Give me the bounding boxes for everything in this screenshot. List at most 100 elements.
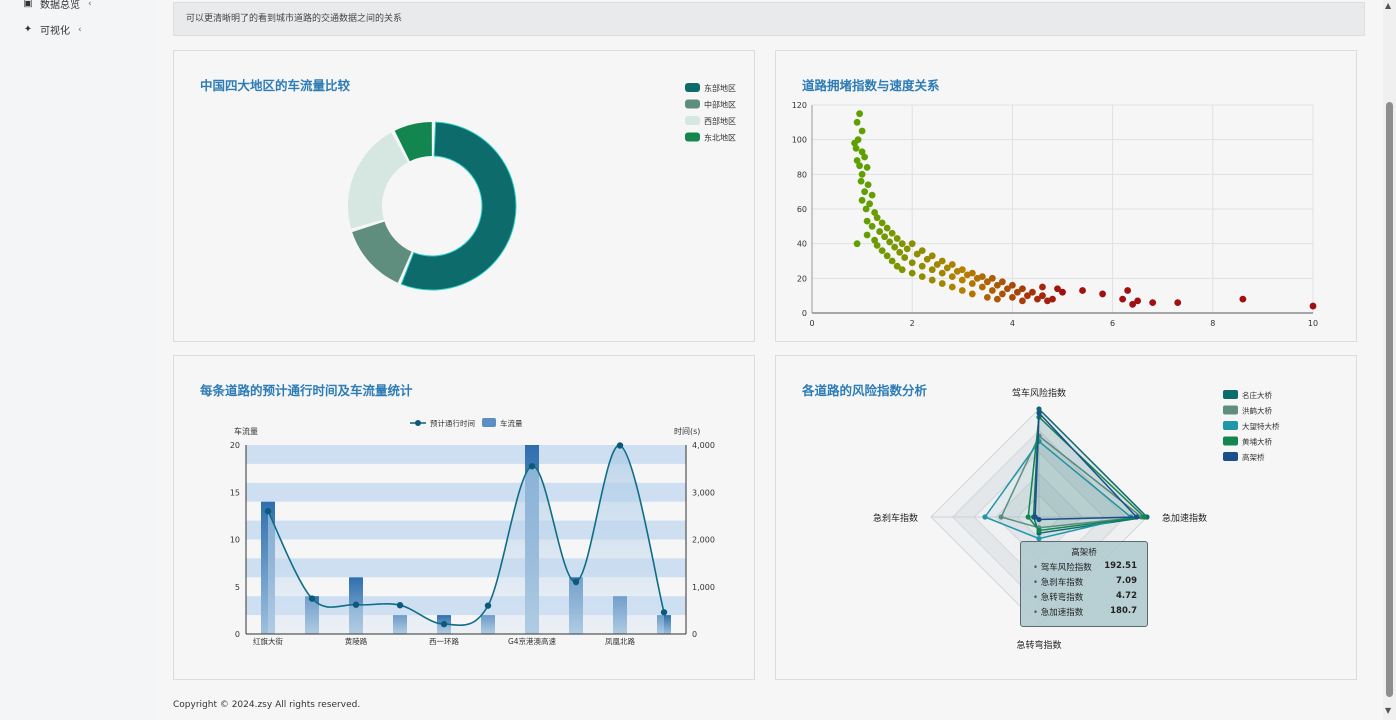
line-point: [572, 578, 580, 586]
x-tick-label: 红旗大街: [253, 636, 283, 646]
scatter-point: [1309, 302, 1317, 310]
document-icon: ▣: [23, 0, 33, 9]
panel-title: 中国四大地区的车流量比较: [200, 78, 351, 93]
scatter-point: [893, 235, 901, 242]
scatter-point: [883, 252, 891, 260]
scatter-point: [871, 236, 879, 244]
y-tick-label: 20: [797, 274, 807, 283]
grid-band: [246, 520, 686, 540]
scatter-point: [1019, 297, 1026, 305]
scatter-point: [1029, 288, 1036, 296]
tooltip-value: 4.72: [1116, 591, 1137, 601]
line-point: [396, 601, 404, 609]
scatter-point: [861, 153, 869, 161]
legend-swatch: [685, 132, 700, 142]
scatter-point: [908, 269, 916, 277]
scatter-point: [881, 233, 889, 241]
radar-point: [1141, 514, 1147, 520]
y-tick-label: 0: [802, 309, 807, 318]
bar-line-chart-panel: 每条道路的预计通行时间及车流量统计 车流量 时间(s) 0 5 10 15 20 0 1,000…: [173, 355, 755, 680]
y-tick-label: 10: [230, 536, 240, 545]
scroll-down-icon[interactable]: ▼: [1385, 706, 1392, 715]
sidebar-item-data-overview[interactable]: ▣ 数据总览 ‹: [22, 0, 92, 11]
grid-band: [246, 445, 686, 464]
scatter-point: [886, 238, 894, 246]
scatter-point: [958, 276, 966, 284]
scatter-point: [1079, 287, 1086, 294]
radar-point: [982, 514, 988, 520]
scatter-point: [908, 240, 916, 248]
sidebar-item-visualization[interactable]: ✦ 可视化 ‹: [22, 22, 82, 37]
radar-chart-panel: 各道路的风险指数分析 驾车风险指数 急加速指数 急转弯指数 急刹车指数 名庄大桥 洪鹤大桥…: [775, 355, 1357, 680]
scatter-point: [1039, 283, 1046, 291]
scatter-point: [868, 191, 876, 199]
main-content: 可以更清晰明了的看到城市道路的交通数据之间的关系 中国四大地区的车流量比较 东部…: [155, 0, 1383, 720]
scatter-point: [898, 266, 906, 274]
legend-swatch: [1223, 452, 1238, 461]
x-tick-label: 10: [1308, 319, 1318, 328]
legend-label: 东北地区: [704, 133, 736, 143]
scatter-point: [856, 110, 863, 118]
scatter-point: [918, 247, 926, 255]
scatter-point: [1014, 288, 1021, 296]
scatter-point: [918, 273, 926, 280]
scatter-point: [853, 240, 861, 248]
scatter-point: [993, 295, 1001, 303]
y-tick-label: 60: [797, 205, 807, 214]
legend-swatch: [685, 99, 700, 109]
legend-line-marker: [415, 420, 421, 426]
scrollbar[interactable]: ▲ ▼: [1383, 0, 1396, 720]
legend-label: 名庄大桥: [1242, 390, 1272, 400]
scatter-point: [1009, 294, 1016, 301]
scatter-point: [948, 283, 956, 291]
scatter-point: [968, 280, 976, 287]
scatter-point: [1044, 297, 1051, 305]
scatter-chart-panel: 道路拥堵指数与速度关系 0 20 40 60 80 100 120 0 2 4 6 8 10: [775, 50, 1357, 342]
sidebar: ▣ 数据总览 ‹ ✦ 可视化 ‹: [0, 0, 155, 720]
scatter-point: [938, 269, 946, 277]
scatter-point: [998, 290, 1006, 298]
y2-tick-label: 4,000: [692, 441, 715, 450]
scatter-point: [1149, 299, 1157, 306]
donut-slice: [394, 122, 432, 162]
scroll-thumb[interactable]: [1386, 102, 1393, 697]
line-point: [440, 620, 448, 628]
info-bar: 可以更清晰明了的看到城市道路的交通数据之间的关系: [173, 2, 1365, 36]
y-tick-label: 100: [792, 136, 807, 145]
line-point: [660, 609, 668, 616]
donut-chart-panel: 中国四大地区的车流量比较 东部地区 中部地区 西部地区 东北地区: [173, 50, 755, 342]
line-point: [308, 595, 316, 602]
x-tick-label: 凤凰北路: [605, 636, 635, 646]
copyright-text: Copyright © 2024.zsy All rights reserved…: [173, 700, 361, 710]
scatter-point: [868, 222, 876, 230]
radar-point: [1036, 406, 1042, 412]
tooltip-value: 180.7: [1110, 606, 1137, 616]
scatter-point: [908, 259, 916, 267]
radar-tooltip: 高架桥 驾车风险指数 192.51 急刹车指数 7.09 急转弯指数 4.72 急加速…: [1020, 541, 1148, 627]
legend-swatch: [685, 83, 700, 92]
scatter-point: [928, 252, 936, 260]
scatter-point: [898, 240, 906, 248]
scatter-point: [938, 257, 946, 265]
scatter-point: [948, 273, 956, 280]
y2-tick-label: 1,000: [692, 583, 715, 592]
scatter-point: [923, 255, 931, 263]
scroll-up-icon[interactable]: ▲: [1385, 1, 1392, 10]
scatter-point: [876, 228, 884, 235]
scatter-point: [948, 261, 956, 268]
radar-indicator-label: 急加速指数: [1162, 512, 1207, 524]
scatter-point: [983, 294, 991, 301]
scatter-point: [871, 209, 879, 216]
scatter-point: [873, 214, 881, 222]
y2-axis-title: 时间(s): [674, 426, 700, 436]
scatter-point: [856, 162, 863, 170]
line-point: [352, 601, 360, 608]
chevron-left-icon: ‹: [88, 0, 92, 9]
legend-label: 预计通行时间: [430, 418, 475, 428]
y-tick-label: 40: [797, 240, 807, 249]
scatter-point: [896, 248, 904, 256]
scatter-point: [888, 257, 896, 265]
scatter-point: [858, 170, 866, 178]
y-tick-label: 0: [235, 630, 240, 639]
radar-series: [1034, 411, 1139, 521]
